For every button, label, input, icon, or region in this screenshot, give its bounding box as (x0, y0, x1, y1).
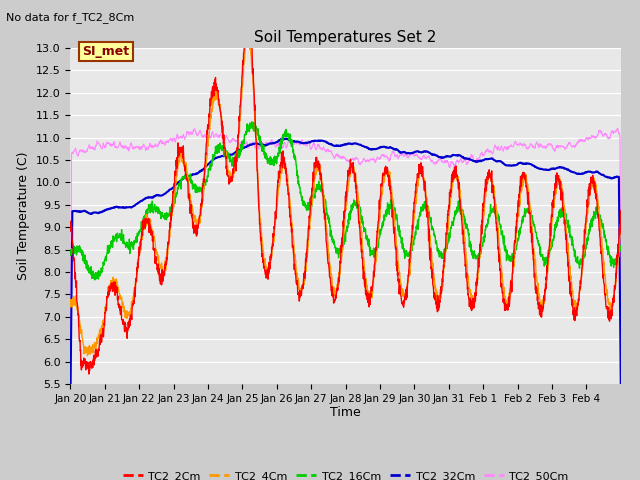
TC2_4Cm (335, 278, 342, 284)
TC2_2Cm (335, 275, 342, 281)
TC2_50Cm (601, 132, 609, 137)
TC2_4Cm (67, 304, 74, 310)
TC2_16Cm (95, 268, 102, 274)
Line: TC2_4Cm: TC2_4Cm (70, 24, 621, 356)
TC2_4Cm (84, 353, 92, 359)
TC2_16Cm (335, 255, 342, 261)
Y-axis label: Soil Temperature (C): Soil Temperature (C) (17, 152, 30, 280)
TC2_32Cm (95, 210, 102, 216)
TC2_2Cm (67, 218, 74, 224)
TC2_16Cm (67, 247, 74, 252)
Line: TC2_2Cm: TC2_2Cm (70, 2, 621, 374)
TC2_4Cm (244, 21, 252, 26)
TC2_4Cm (602, 275, 609, 280)
TC2_16Cm (500, 244, 508, 250)
TC2_16Cm (602, 236, 609, 241)
TC2_4Cm (617, 221, 625, 227)
Line: TC2_50Cm: TC2_50Cm (70, 128, 621, 393)
TC2_32Cm (601, 174, 609, 180)
TC2_50Cm (500, 146, 508, 152)
TC2_50Cm (617, 317, 625, 323)
TC2_2Cm (601, 291, 609, 297)
TC2_16Cm (248, 119, 256, 125)
Text: SI_met: SI_met (83, 45, 129, 58)
TC2_4Cm (601, 275, 609, 280)
TC2_2Cm (617, 208, 625, 214)
TC2_32Cm (601, 173, 609, 179)
TC2_4Cm (500, 286, 508, 291)
TC2_50Cm (319, 144, 327, 150)
TC2_4Cm (320, 194, 328, 200)
TC2_2Cm (95, 348, 102, 354)
TC2_32Cm (617, 386, 625, 392)
TC2_50Cm (601, 131, 609, 136)
Line: TC2_16Cm: TC2_16Cm (70, 122, 621, 280)
TC2_50Cm (95, 141, 102, 147)
TC2_32Cm (320, 138, 328, 144)
Text: No data for f_TC2_8Cm: No data for f_TC2_8Cm (6, 12, 134, 23)
X-axis label: Time: Time (330, 407, 361, 420)
Line: TC2_32Cm: TC2_32Cm (70, 139, 621, 407)
Title: Soil Temperatures Set 2: Soil Temperatures Set 2 (255, 30, 436, 46)
TC2_2Cm (85, 371, 93, 377)
TC2_2Cm (246, 0, 253, 5)
TC2_16Cm (91, 277, 99, 283)
TC2_32Cm (282, 136, 290, 142)
TC2_4Cm (95, 331, 102, 337)
TC2_16Cm (601, 232, 609, 238)
TC2_50Cm (334, 154, 342, 159)
TC2_32Cm (335, 143, 342, 148)
TC2_50Cm (67, 390, 74, 396)
TC2_50Cm (614, 125, 621, 131)
TC2_2Cm (320, 210, 328, 216)
TC2_32Cm (67, 404, 74, 410)
TC2_2Cm (602, 296, 609, 302)
TC2_16Cm (320, 197, 328, 203)
TC2_16Cm (617, 243, 625, 249)
Legend: TC2_2Cm, TC2_4Cm, TC2_16Cm, TC2_32Cm, TC2_50Cm: TC2_2Cm, TC2_4Cm, TC2_16Cm, TC2_32Cm, TC… (118, 466, 573, 480)
TC2_32Cm (500, 161, 508, 167)
TC2_2Cm (500, 297, 508, 302)
